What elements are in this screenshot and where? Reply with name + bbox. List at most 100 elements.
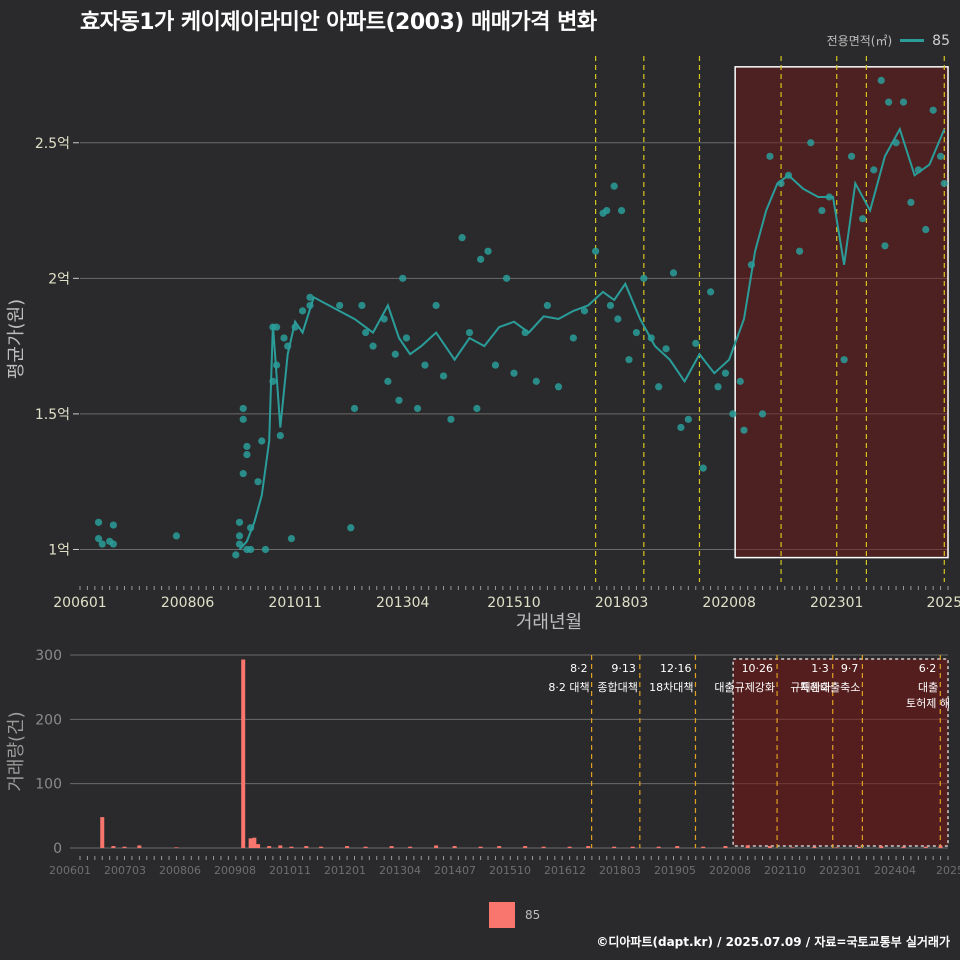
price-scatter-point [940, 179, 948, 188]
price-scatter-point [603, 206, 611, 215]
policy-name-label: 8·2 대책 [548, 681, 589, 694]
volume-bar [241, 659, 246, 848]
price-y-tick-label: 1.5억 [35, 407, 70, 423]
price-scatter-point [640, 274, 648, 282]
page-title: 효자동1가 케이제이라미안 아파트(2003) 매매가격 변화 [80, 10, 597, 35]
volume-x-tick-label: 201612 [544, 864, 586, 877]
price-scatter-point [684, 415, 692, 423]
price-scatter-point [94, 535, 103, 543]
price-panel: 1억 1.5억 2억 2.5억 200601 200806 201011 201304 2015… [6, 56, 960, 633]
price-scatter-point [929, 106, 937, 114]
policy-date-label: 12·16 [660, 662, 692, 675]
price-scatter-point [369, 342, 377, 350]
highlight-box [734, 66, 949, 559]
volume-y-tick-label: 100 [35, 777, 62, 793]
price-scatter-point [109, 521, 117, 529]
price-scatter-point [699, 464, 707, 472]
price-scatter-point [347, 524, 355, 532]
price-scatter-point [554, 383, 563, 391]
price-y-tick-label: 1억 [48, 542, 70, 558]
volume-bar [586, 846, 591, 848]
price-scatter-point [569, 334, 577, 342]
price-scatter-point [721, 369, 730, 377]
volume-bar [790, 847, 795, 848]
price-scatter-point [402, 334, 411, 342]
price-y-tick-label: 2억 [48, 271, 70, 287]
price-scatter-point [677, 423, 685, 432]
price-scatter-point [477, 255, 485, 263]
volume-x-tick-label: 201905 [654, 864, 696, 877]
volume-bar [923, 846, 928, 848]
policy-name-label: 특례대출축소 [800, 681, 861, 694]
volume-x-tick-label: 202301 [819, 864, 861, 877]
volume-y-tick-label: 0 [53, 841, 62, 857]
volume-highlight-box [732, 658, 949, 847]
volume-x-tick-label: 2025 [936, 864, 960, 877]
price-scatter-point [543, 301, 551, 310]
price-scatter-point [350, 404, 359, 413]
volume-y-tick-label: 300 [35, 648, 62, 664]
price-scatter-point [399, 274, 407, 282]
price-scatter-point [235, 540, 244, 548]
price-scatter-point [840, 356, 848, 364]
price-scatter-point [254, 478, 262, 486]
legend-line-swatch [900, 39, 925, 42]
volume-x-tick-label: 201510 [489, 864, 531, 877]
policy-name-label: 18차대책 [649, 681, 693, 694]
volume-bar [452, 846, 457, 848]
price-scatter-point [706, 288, 715, 296]
volume-x-tick-label: 200908 [214, 864, 256, 877]
volume-bar [363, 846, 368, 848]
volume-bar [408, 846, 413, 848]
price-x-tick-label: 201803 [595, 595, 648, 611]
volume-bar [856, 846, 861, 848]
price-series-line [238, 126, 946, 551]
price-scatter-point [881, 242, 889, 250]
volume-bar [111, 846, 116, 848]
legend-bottom: 85 [489, 902, 540, 928]
volume-x-tick-label: 202404 [874, 864, 916, 877]
price-scatter-point [714, 383, 722, 391]
volume-panel: 0 100 200 300 거래량(건) 8·2 8·2 대책 9·13 종합대책 12·16 18… [6, 648, 960, 877]
price-y-tick-label: 2.5억 [35, 136, 70, 152]
policy-extra-label: 토허제 해 [906, 696, 950, 710]
volume-bar [541, 846, 546, 848]
price-scatter-point [336, 301, 344, 310]
price-scatter-point [692, 339, 700, 348]
price-scatter-point [239, 415, 247, 423]
price-x-tick-label: 200601 [53, 595, 106, 611]
price-scatter-point [907, 198, 915, 207]
volume-bar [256, 844, 261, 848]
volume-x-tick-label: 200703 [104, 864, 146, 877]
policy-date-label: 1·3 [811, 662, 829, 675]
volume-bar [834, 847, 839, 848]
volume-bar [723, 846, 728, 848]
volume-bar [879, 846, 884, 848]
price-scatter-point [859, 215, 867, 223]
volume-x-tick-label: 202110 [764, 864, 806, 877]
price-scatter-point [796, 247, 804, 255]
price-scatter-point [261, 545, 270, 554]
volume-bar [938, 846, 943, 848]
price-scatter-point [239, 404, 247, 413]
price-scatter-point [766, 152, 774, 160]
price-scatter-point [899, 98, 908, 106]
volume-bar [304, 846, 309, 848]
price-scatter-point [580, 307, 589, 315]
price-scatter-point [532, 377, 540, 385]
price-scatter-point [247, 545, 255, 554]
price-scatter-point [243, 442, 251, 451]
volume-y-tick-label: 200 [35, 712, 62, 728]
price-scatter-point [235, 518, 244, 526]
price-scatter-point [610, 182, 618, 190]
price-scatter-point [391, 350, 399, 358]
legend-bar-swatch [489, 902, 515, 928]
volume-bar [901, 846, 906, 848]
volume-bar [567, 846, 572, 848]
price-scatter-point [432, 301, 440, 310]
price-scatter-point [298, 307, 307, 315]
volume-bar [289, 846, 294, 848]
price-scatter-point [473, 404, 481, 413]
volume-x-tick-label: 201304 [379, 864, 421, 877]
volume-bar [745, 845, 750, 848]
